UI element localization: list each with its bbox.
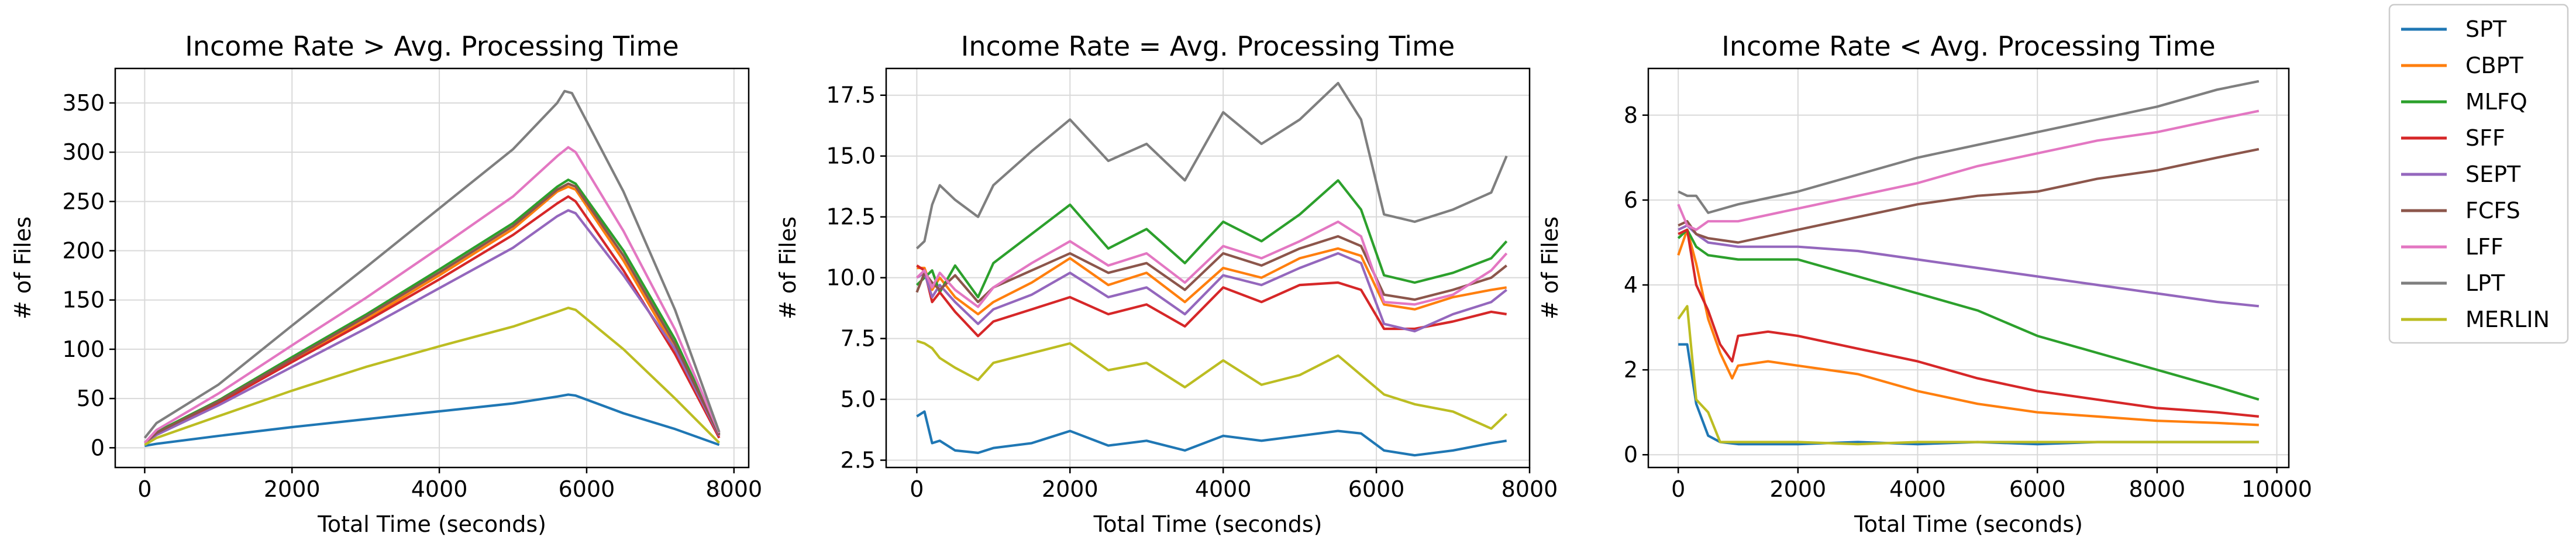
y-axis-label: # of Files	[1537, 216, 1563, 319]
series-line-sept	[916, 252, 1508, 333]
series-line-sff	[1678, 228, 2260, 418]
y-tick-label: 4	[1624, 272, 1638, 298]
series-group	[915, 81, 1508, 457]
series-line-mlfq	[143, 178, 721, 444]
legend-label-merlin: MERLIN	[2465, 307, 2550, 332]
x-tick-label: 6000	[1348, 476, 1405, 502]
y-tick-label: 150	[62, 287, 105, 313]
x-tick-label: 4000	[411, 476, 468, 502]
x-tick-label: 2000	[1769, 476, 1826, 502]
subplot-income-rate-equal: 0 2000 4000 6000 8000 2.5 5.0 7.5 10.0 12.5 15.0 17…	[775, 30, 1558, 537]
series-line-lpt	[915, 81, 1508, 250]
x-tick-label: 10000	[2241, 476, 2312, 502]
x-tick-label: 0	[1671, 476, 1685, 502]
y-tick-label: 10.0	[826, 265, 876, 291]
x-tick-label: 2000	[1042, 476, 1098, 502]
chart-title: Income Rate > Avg. Processing Time	[185, 30, 679, 62]
series-line-merlin	[1677, 305, 2259, 446]
x-tick-label: 0	[137, 476, 151, 502]
y-tick-label: 7.5	[841, 326, 876, 352]
plot-frame	[1647, 67, 2290, 469]
y-tick-label: 15.0	[826, 143, 876, 169]
series-line-mlfq	[915, 179, 1508, 298]
series-line-spt	[144, 393, 720, 448]
y-axis-label: # of Files	[775, 216, 801, 319]
series-line-spt	[916, 410, 1507, 457]
legend-label-fcfs: FCFS	[2465, 198, 2520, 224]
chart-title: Income Rate = Avg. Processing Time	[961, 30, 1455, 62]
y-tick-label: 250	[62, 188, 105, 214]
series-group	[1677, 80, 2260, 446]
x-tick-label: 6000	[559, 476, 615, 502]
series-line-lpt	[1678, 80, 2260, 214]
x-tick-label: 4000	[1889, 476, 1946, 502]
y-tick-label: 200	[62, 238, 105, 264]
y-tick-label: 50	[77, 386, 105, 411]
y-tick-label: 17.5	[826, 82, 876, 108]
legend-label-lff: LFF	[2465, 234, 2503, 260]
series-line-fcfs	[915, 235, 1508, 304]
series-line-lff	[915, 220, 1508, 308]
y-axis-label: # of Files	[10, 216, 36, 319]
y-tick-label: 2	[1624, 357, 1638, 383]
series-line-sff	[144, 195, 721, 444]
x-tick-label: 0	[910, 476, 924, 502]
y-tick-label: 0	[1624, 442, 1638, 467]
series-line-merlin	[916, 339, 1508, 430]
x-tick-label: 8000	[705, 476, 762, 502]
y-tick-label: 6	[1624, 187, 1638, 213]
legend: SPT CBPT MLFQ SFF SEPT FCFS LFF LPT MERLIN	[2388, 4, 2569, 344]
legend-label-spt: SPT	[2465, 16, 2507, 42]
x-tick-label: 8000	[1501, 476, 1558, 502]
subplot-income-rate-greater: 0 2000 4000 6000 8000 0 50 100 150 200 250 300 350 In…	[10, 30, 762, 537]
series-line-lff	[143, 146, 721, 444]
series-line-spt	[1678, 343, 2259, 446]
series-line-cbpt	[144, 185, 721, 444]
series-line-sff	[916, 264, 1507, 338]
x-tick-label: 8000	[2129, 476, 2186, 502]
series-line-mlfq	[1677, 228, 2260, 401]
y-tick-label: 100	[62, 336, 105, 362]
series-line-fcfs	[144, 182, 721, 444]
y-tick-label: 0	[91, 435, 105, 460]
legend-label-mlfq: MLFQ	[2465, 89, 2527, 115]
legend-label-lpt: LPT	[2465, 270, 2505, 296]
series-group	[143, 90, 721, 448]
series-line-lff	[1677, 109, 2260, 231]
y-tick-label: 2.5	[841, 448, 876, 473]
legend-box	[2388, 4, 2569, 344]
series-line-fcfs	[1678, 147, 2260, 244]
series-line-cbpt	[917, 247, 1507, 316]
series-line-sept	[144, 209, 721, 444]
legend-label-cbpt: CBPT	[2465, 53, 2524, 78]
x-tick-label: 4000	[1195, 476, 1252, 502]
x-axis-label: Total Time (seconds)	[1854, 511, 2083, 537]
x-axis-label: Total Time (seconds)	[317, 511, 546, 537]
series-line-lpt	[143, 90, 721, 439]
y-tick-label: 8	[1624, 102, 1638, 128]
legend-label-sept: SEPT	[2465, 161, 2521, 187]
plot-frame	[885, 67, 1531, 469]
y-tick-label: 5.0	[841, 387, 876, 412]
x-tick-label: 2000	[264, 476, 321, 502]
plot-frame	[114, 67, 750, 469]
x-tick-label: 6000	[2009, 476, 2066, 502]
y-tick-label: 350	[62, 90, 105, 116]
y-tick-label: 300	[62, 139, 105, 165]
series-line-merlin	[144, 307, 721, 446]
legend-label-sff: SFF	[2465, 125, 2505, 151]
y-tick-label: 12.5	[826, 204, 876, 230]
x-axis-label: Total Time (seconds)	[1093, 511, 1323, 537]
subplot-income-rate-less: 0 2000 4000 6000 8000 10000 0 2 4 6 8 Income Rate <…	[1537, 30, 2312, 537]
chart-title: Income Rate < Avg. Processing Time	[1721, 30, 2215, 62]
